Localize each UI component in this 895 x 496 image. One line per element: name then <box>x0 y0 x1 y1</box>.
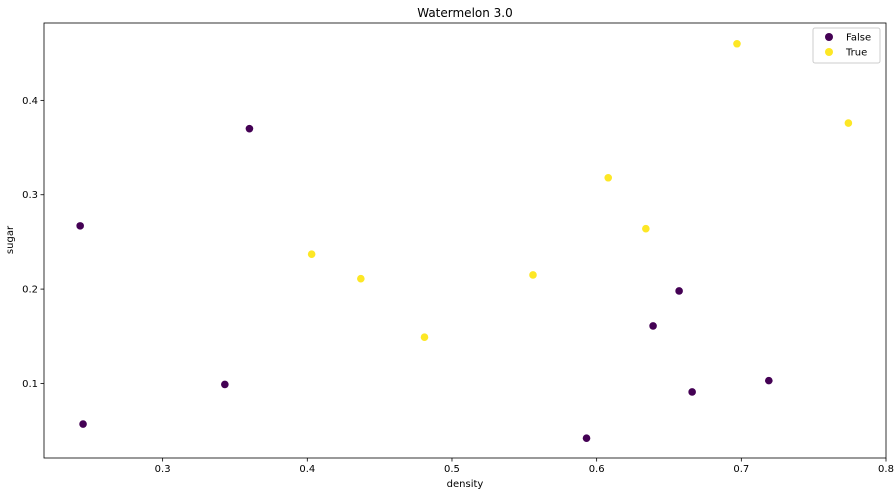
data-point-true <box>420 333 429 342</box>
data-points <box>76 39 853 442</box>
x-tick-label: 0.5 <box>444 464 460 475</box>
data-point-false <box>76 222 84 230</box>
x-axis-ticks: 0.3 0.4 0.5 0.6 0.7 0.8 <box>155 458 894 475</box>
data-point-true <box>357 274 365 283</box>
y-tick-label: 0.3 <box>22 190 38 201</box>
data-point-true <box>642 224 650 233</box>
data-point-true <box>529 271 537 279</box>
data-point-false <box>675 287 683 295</box>
y-axis-label: sugar <box>5 225 16 254</box>
legend-marker-false <box>825 33 833 41</box>
axes-frame <box>43 22 887 459</box>
plot-area: 0.3 0.4 0.5 0.6 0.7 0.8 0.1 0.2 0.3 0.4 <box>22 22 894 475</box>
chart-title: Watermelon 3.0 <box>417 6 513 20</box>
data-point-false <box>765 376 773 385</box>
legend: False True <box>812 27 881 64</box>
x-tick-label: 0.8 <box>878 464 894 475</box>
data-point-true <box>604 173 613 182</box>
data-point-true <box>733 39 741 48</box>
data-point-false <box>79 420 87 428</box>
data-point-false <box>221 380 229 389</box>
data-point-false <box>245 124 254 133</box>
data-point-true <box>844 119 853 127</box>
x-tick-label: 0.4 <box>299 464 315 475</box>
legend-label-true: True <box>845 48 867 59</box>
data-point-false <box>649 322 657 330</box>
legend-label-false: False <box>846 33 871 44</box>
data-point-false <box>582 434 591 442</box>
x-tick-label: 0.7 <box>733 464 749 475</box>
x-axis-label: density <box>447 479 484 490</box>
y-tick-label: 0.4 <box>22 96 38 107</box>
data-point-true <box>307 250 316 258</box>
legend-marker-true <box>825 48 833 56</box>
y-tick-label: 0.1 <box>22 379 38 390</box>
y-axis-ticks: 0.1 0.2 0.3 0.4 <box>22 96 44 390</box>
y-tick-label: 0.2 <box>22 285 38 296</box>
data-point-false <box>688 388 696 396</box>
x-tick-label: 0.3 <box>155 464 171 475</box>
x-tick-label: 0.6 <box>589 464 605 475</box>
